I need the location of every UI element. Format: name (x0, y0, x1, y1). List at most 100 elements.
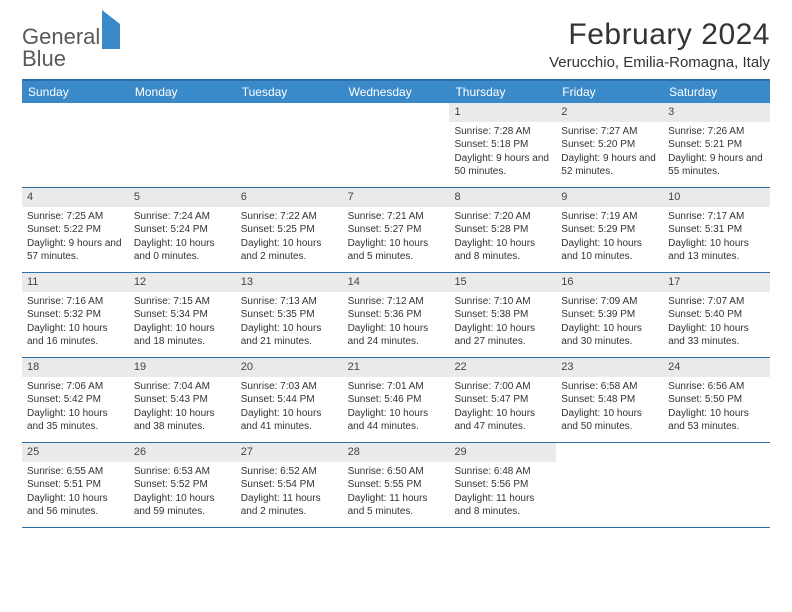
sunset-text: Sunset: 5:20 PM (561, 138, 658, 152)
day-body: Sunrise: 7:24 AMSunset: 5:24 PMDaylight:… (129, 207, 236, 269)
day-body: Sunrise: 7:13 AMSunset: 5:35 PMDaylight:… (236, 292, 343, 354)
week-row: 4Sunrise: 7:25 AMSunset: 5:22 PMDaylight… (22, 188, 770, 273)
day-body: Sunrise: 7:27 AMSunset: 5:20 PMDaylight:… (556, 122, 663, 184)
day-cell: 6Sunrise: 7:22 AMSunset: 5:25 PMDaylight… (236, 188, 343, 272)
daylight-text: Daylight: 9 hours and 50 minutes. (454, 152, 551, 179)
daylight-text: Daylight: 10 hours and 5 minutes. (348, 237, 445, 264)
day-number: 8 (449, 188, 556, 207)
sunset-text: Sunset: 5:48 PM (561, 393, 658, 407)
day-body: Sunrise: 7:25 AMSunset: 5:22 PMDaylight:… (22, 207, 129, 269)
daylight-text: Daylight: 10 hours and 53 minutes. (668, 407, 765, 434)
sunset-text: Sunset: 5:52 PM (134, 478, 231, 492)
day-number: 7 (343, 188, 450, 207)
day-number: 26 (129, 443, 236, 462)
sunrise-text: Sunrise: 6:56 AM (668, 380, 765, 394)
daylight-text: Daylight: 10 hours and 24 minutes. (348, 322, 445, 349)
sunrise-text: Sunrise: 7:03 AM (241, 380, 338, 394)
day-cell: 9Sunrise: 7:19 AMSunset: 5:29 PMDaylight… (556, 188, 663, 272)
day-number: 1 (449, 103, 556, 122)
daylight-text: Daylight: 10 hours and 21 minutes. (241, 322, 338, 349)
day-number: 28 (343, 443, 450, 462)
day-number: 22 (449, 358, 556, 377)
day-cell: 13Sunrise: 7:13 AMSunset: 5:35 PMDayligh… (236, 273, 343, 357)
sunrise-text: Sunrise: 7:07 AM (668, 295, 765, 309)
header: General Blue February 2024 Verucchio, Em… (22, 18, 770, 71)
week-row: 11Sunrise: 7:16 AMSunset: 5:32 PMDayligh… (22, 273, 770, 358)
day-cell: 18Sunrise: 7:06 AMSunset: 5:42 PMDayligh… (22, 358, 129, 442)
day-number: 25 (22, 443, 129, 462)
day-number: 5 (129, 188, 236, 207)
daylight-text: Daylight: 10 hours and 47 minutes. (454, 407, 551, 434)
day-cell: 8Sunrise: 7:20 AMSunset: 5:28 PMDaylight… (449, 188, 556, 272)
sunset-text: Sunset: 5:25 PM (241, 223, 338, 237)
daylight-text: Daylight: 10 hours and 44 minutes. (348, 407, 445, 434)
sunrise-text: Sunrise: 6:50 AM (348, 465, 445, 479)
daylight-text: Daylight: 10 hours and 18 minutes. (134, 322, 231, 349)
day-cell (663, 443, 770, 527)
daylight-text: Daylight: 10 hours and 56 minutes. (27, 492, 124, 519)
sunrise-text: Sunrise: 6:58 AM (561, 380, 658, 394)
day-body: Sunrise: 6:48 AMSunset: 5:56 PMDaylight:… (449, 462, 556, 524)
sunset-text: Sunset: 5:51 PM (27, 478, 124, 492)
daylight-text: Daylight: 10 hours and 30 minutes. (561, 322, 658, 349)
day-number: 23 (556, 358, 663, 377)
daylight-text: Daylight: 10 hours and 13 minutes. (668, 237, 765, 264)
day-cell: 2Sunrise: 7:27 AMSunset: 5:20 PMDaylight… (556, 103, 663, 187)
weekday-header-row: Sunday Monday Tuesday Wednesday Thursday… (22, 81, 770, 103)
sunrise-text: Sunrise: 7:16 AM (27, 295, 124, 309)
day-cell: 24Sunrise: 6:56 AMSunset: 5:50 PMDayligh… (663, 358, 770, 442)
day-cell (22, 103, 129, 187)
calendar-grid: Sunday Monday Tuesday Wednesday Thursday… (22, 79, 770, 528)
day-cell (556, 443, 663, 527)
logo-line1: General (22, 26, 120, 48)
week-row: 1Sunrise: 7:28 AMSunset: 5:18 PMDaylight… (22, 103, 770, 188)
day-number: 13 (236, 273, 343, 292)
day-cell: 7Sunrise: 7:21 AMSunset: 5:27 PMDaylight… (343, 188, 450, 272)
daylight-text: Daylight: 10 hours and 27 minutes. (454, 322, 551, 349)
calendar-page: General Blue February 2024 Verucchio, Em… (0, 0, 792, 546)
day-number: 15 (449, 273, 556, 292)
logo-triangle-icon (102, 10, 120, 49)
day-body: Sunrise: 7:10 AMSunset: 5:38 PMDaylight:… (449, 292, 556, 354)
day-number: 20 (236, 358, 343, 377)
weeks-container: 1Sunrise: 7:28 AMSunset: 5:18 PMDaylight… (22, 103, 770, 528)
sunrise-text: Sunrise: 7:00 AM (454, 380, 551, 394)
day-cell: 12Sunrise: 7:15 AMSunset: 5:34 PMDayligh… (129, 273, 236, 357)
sunrise-text: Sunrise: 7:19 AM (561, 210, 658, 224)
sunrise-text: Sunrise: 6:48 AM (454, 465, 551, 479)
day-body: Sunrise: 7:01 AMSunset: 5:46 PMDaylight:… (343, 377, 450, 439)
day-cell: 23Sunrise: 6:58 AMSunset: 5:48 PMDayligh… (556, 358, 663, 442)
daylight-text: Daylight: 10 hours and 2 minutes. (241, 237, 338, 264)
weekday-header: Thursday (449, 81, 556, 103)
day-number: 3 (663, 103, 770, 122)
weekday-header: Friday (556, 81, 663, 103)
day-cell: 21Sunrise: 7:01 AMSunset: 5:46 PMDayligh… (343, 358, 450, 442)
day-body: Sunrise: 6:55 AMSunset: 5:51 PMDaylight:… (22, 462, 129, 524)
sunset-text: Sunset: 5:47 PM (454, 393, 551, 407)
day-cell (343, 103, 450, 187)
sunrise-text: Sunrise: 7:17 AM (668, 210, 765, 224)
day-body: Sunrise: 7:12 AMSunset: 5:36 PMDaylight:… (343, 292, 450, 354)
sunrise-text: Sunrise: 7:25 AM (27, 210, 124, 224)
day-number: 9 (556, 188, 663, 207)
sunrise-text: Sunrise: 6:53 AM (134, 465, 231, 479)
sunset-text: Sunset: 5:56 PM (454, 478, 551, 492)
day-number: 12 (129, 273, 236, 292)
day-number: 2 (556, 103, 663, 122)
sunset-text: Sunset: 5:31 PM (668, 223, 765, 237)
day-number (663, 443, 770, 462)
day-body: Sunrise: 7:28 AMSunset: 5:18 PMDaylight:… (449, 122, 556, 184)
day-number: 11 (22, 273, 129, 292)
sunrise-text: Sunrise: 7:28 AM (454, 125, 551, 139)
daylight-text: Daylight: 10 hours and 38 minutes. (134, 407, 231, 434)
day-number: 16 (556, 273, 663, 292)
sunrise-text: Sunrise: 7:10 AM (454, 295, 551, 309)
day-number: 14 (343, 273, 450, 292)
day-number: 19 (129, 358, 236, 377)
sunrise-text: Sunrise: 7:04 AM (134, 380, 231, 394)
day-cell: 15Sunrise: 7:10 AMSunset: 5:38 PMDayligh… (449, 273, 556, 357)
day-cell: 3Sunrise: 7:26 AMSunset: 5:21 PMDaylight… (663, 103, 770, 187)
sunset-text: Sunset: 5:40 PM (668, 308, 765, 322)
sunrise-text: Sunrise: 7:12 AM (348, 295, 445, 309)
sunset-text: Sunset: 5:18 PM (454, 138, 551, 152)
